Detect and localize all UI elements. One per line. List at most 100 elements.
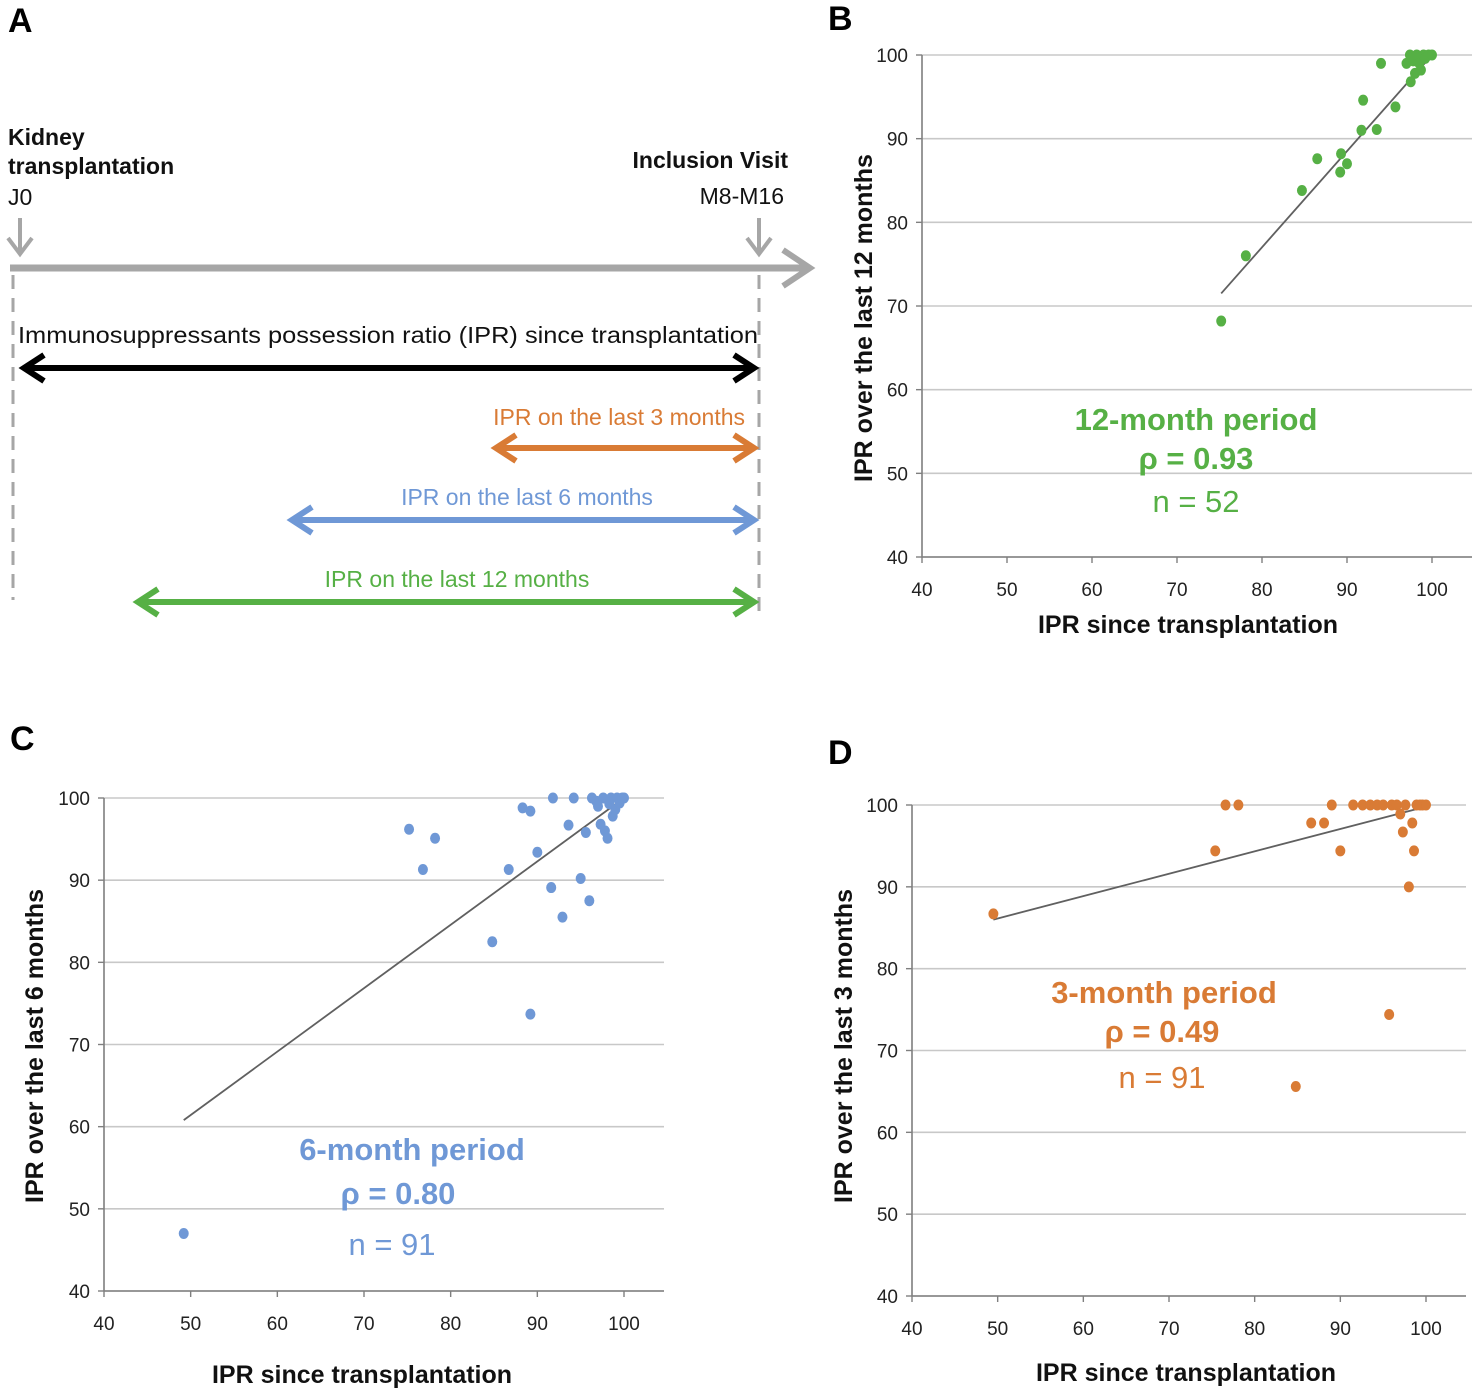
panel-b-gridlines [922,54,1472,558]
panel-c-data-point [417,863,428,875]
panel-d-x-tick-label: 40 [901,1319,922,1340]
panel-c-n: n = 91 [348,1227,435,1262]
panel-c-points [178,792,629,1239]
panel-d-period-title: 3-month period [1051,975,1277,1010]
panel-c-x-tick-label: 90 [527,1314,548,1335]
panel-d-data-point [1306,817,1317,829]
panel-b-data-point [1216,315,1227,327]
panel-c-data-point [568,792,579,804]
start-label-line1: Kidney [8,124,85,150]
panel-b-data-point [1358,94,1369,106]
panel-d-y-tick-label: 50 [877,1205,898,1226]
panel-b-x-tick-label: 90 [1336,580,1357,601]
panel-c-gridlines [104,797,664,1292]
panel-c-data-point [532,846,543,858]
panel-d-y-tick-label: 80 [877,960,898,981]
end-time-label: M8-M16 [700,183,784,209]
panel-b-data-point [1415,64,1426,76]
panel-d-x-tick-label: 70 [1158,1319,1179,1340]
panel-c-data-point [619,792,629,804]
panel-b-y-tick-label: 60 [887,381,908,402]
panel-c-data-point [430,832,441,844]
panel-c-x-tick-label: 100 [608,1314,640,1335]
ipr-total-arrow [18,352,760,384]
panel-c-x-ticks: 40 50 60 70 80 90 100 [93,1291,640,1335]
panel-c-rho: ρ = 0.80 [341,1176,456,1211]
panel-b-points [1216,49,1437,327]
panel-c-x-axis-title: IPR since transplantation [212,1361,512,1389]
panel-c-data-point [178,1227,189,1239]
panel-d-data-point [1233,799,1244,811]
panel-d-data-point [1421,799,1431,811]
panel-c-trendline [183,797,625,1121]
panel-d-data-point [1400,799,1411,811]
panel-b-data-point [1376,57,1386,69]
ipr-6-arrow [286,504,760,536]
panel-b-y-tick-label: 40 [887,548,908,569]
panel-d-points [988,799,1431,1093]
panel-d-x-axis-title: IPR since transplantation [1036,1359,1336,1387]
panel-b-period-title: 12-month period [1075,402,1318,437]
panel-b-x-tick-label: 100 [1416,580,1448,601]
panel-b-data-point [1405,76,1416,88]
panel-c-data-point [602,832,613,844]
panel-d-y-tick-label: 70 [877,1042,898,1063]
panel-c-y-axis-title: IPR over the last 6 months [21,889,49,1203]
ipr-3-label: IPR on the last 3 months [493,404,745,430]
end-down-arrow [745,218,773,258]
panel-b-rho: ρ = 0.93 [1139,441,1254,476]
panel-b-x-tick-label: 60 [1081,580,1102,601]
panel-d-data-point [1409,845,1420,857]
panel-c-x-tick-label: 80 [440,1314,461,1335]
panel-b-data-point [1427,49,1437,61]
panel-c-period-title: 6-month period [299,1132,525,1167]
panel-c-data-point [547,792,558,804]
panel-d-data-point [1290,1081,1301,1093]
panel-d-scatter-chart: D 40 50 60 70 80 90 100 40 50 60 70 80 90 100 IPR si… [828,734,1466,1387]
panel-c-data-point [517,802,528,814]
panel-b-y-tick-label: 100 [876,46,908,67]
timeline-axis-arrow [10,247,816,289]
panel-c-data-point [584,895,595,907]
start-label-line2: transplantation [8,153,174,179]
panel-d-y-tick-label: 40 [877,1287,898,1308]
panel-d-data-point [1384,1008,1395,1020]
panel-d-y-tick-label: 60 [877,1123,898,1144]
panel-d-y-axis-title: IPR over the last 3 months [830,889,858,1203]
panel-d-y-tick-label: 90 [877,878,898,899]
panel-b-x-tick-label: 80 [1251,580,1272,601]
panel-d-data-point [1357,799,1368,811]
panel-b-data-point [1342,158,1352,170]
panel-d-gridlines [912,804,1466,1297]
panel-b-y-tick-label: 80 [887,213,908,234]
panel-a-letter: A [8,2,33,40]
panel-b-x-tick-label: 40 [911,580,932,601]
panel-b-data-point [1336,148,1347,160]
panel-d-y-tick-label: 100 [866,796,898,817]
panel-b-x-axis-title: IPR since transplantation [1038,611,1338,639]
panel-b-data-point [1296,185,1307,197]
panel-c-x-tick-label: 70 [353,1314,374,1335]
panel-b-scatter-chart: B 40 50 60 70 80 90 100 40 50 60 70 80 90 100 IPR si… [828,0,1472,639]
panel-c-y-tick-label: 80 [69,953,90,974]
panel-c-y-ticks: 40 50 60 70 80 90 100 [58,789,104,1303]
panel-d-data-point [988,908,999,920]
panel-d-data-point [1335,845,1346,857]
panel-d-data-point [1326,799,1337,811]
panel-c-data-point [487,936,498,948]
panel-c-data-point [580,827,591,839]
panel-b-x-ticks: 40 50 60 70 80 90 100 [911,557,1448,601]
panel-d-y-ticks: 40 50 60 70 80 90 100 [866,796,912,1308]
panel-b-letter: B [828,0,853,38]
panel-a-timeline: A Kidney transplantation J0 Inclusion Vi… [6,2,816,618]
panel-c-y-tick-label: 40 [69,1282,90,1303]
ipr-6-label: IPR on the last 6 months [401,484,653,510]
panel-c-data-point [503,863,514,875]
ipr-total-label: Immunosuppressants possession ratio (IPR… [18,322,758,348]
panel-b-y-tick-label: 50 [887,464,908,485]
panel-b-y-ticks: 40 50 60 70 80 90 100 [876,46,922,569]
panel-b-data-point [1335,166,1346,178]
panel-b-x-tick-label: 70 [1166,580,1187,601]
panel-b-data-point [1356,124,1367,136]
